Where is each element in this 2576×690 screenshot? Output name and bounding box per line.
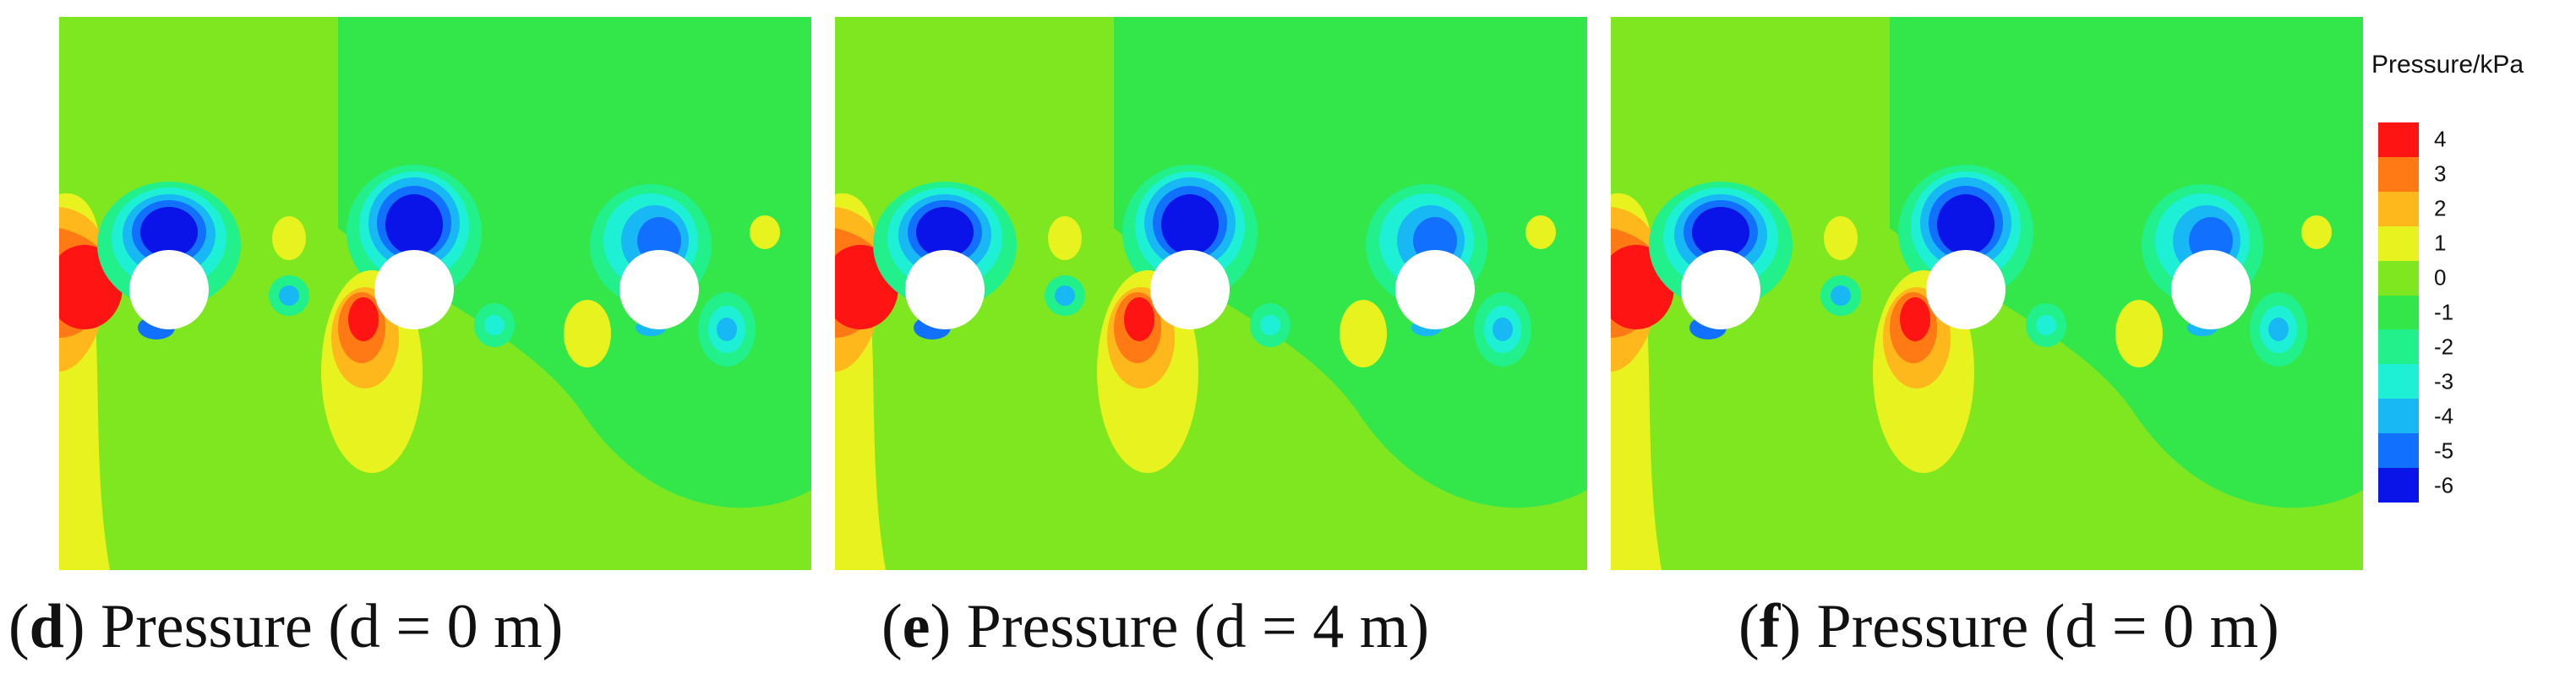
spot-c	[510, 216, 547, 260]
cylinder-1	[1681, 250, 1760, 329]
colorbar-segment	[2378, 295, 2419, 330]
cylinder-1	[905, 250, 985, 329]
colorbar-tick-label: 4	[2434, 126, 2447, 152]
spot-a	[272, 216, 306, 260]
spot-a	[1048, 216, 1082, 260]
spot-g	[750, 215, 780, 249]
colorbar-segment	[2378, 122, 2419, 157]
caption-d: (d) Pressure (d = 0 m)	[8, 592, 564, 661]
spot-c	[1285, 216, 1323, 260]
colorbar-tick-label: -1	[2434, 299, 2454, 325]
colorbar-segment	[2378, 399, 2419, 434]
spot-e	[2115, 300, 2163, 367]
spot-d2	[484, 315, 505, 335]
caption-letter: d	[29, 592, 64, 661]
spot-d2	[1260, 315, 1280, 335]
wake-region	[1890, 17, 2363, 508]
suction-1-max	[916, 207, 974, 258]
cylinder-3	[2171, 250, 2251, 329]
caption-letter: e	[902, 592, 931, 661]
contour-plot-d	[59, 17, 811, 570]
suction-1-max	[1692, 207, 1749, 258]
high-2-max	[348, 297, 379, 341]
cylinder-2	[1150, 250, 1230, 329]
colorbar-segment	[2378, 225, 2419, 261]
colorbar-tick-label: 2	[2434, 195, 2447, 221]
colorbar-segment	[2378, 468, 2419, 503]
cylinder-3	[619, 250, 699, 329]
caption-f: (f) Pressure (d = 0 m)	[1738, 592, 2279, 661]
suction-2-max	[1937, 194, 1995, 255]
cylinder-2	[374, 250, 454, 329]
caption-text: Pressure (d = 0 m)	[85, 592, 564, 661]
colorbar-segment	[2378, 433, 2419, 469]
spot-f3	[1493, 318, 1513, 341]
cylinder-2	[1926, 250, 2006, 329]
colorbar-tick-label: -6	[2434, 472, 2454, 498]
colorbar-tick-label: -5	[2434, 437, 2454, 464]
cylinder-1	[129, 250, 209, 329]
spot-b2	[1055, 285, 1075, 306]
colorbar-tick-label: 3	[2434, 160, 2447, 187]
spot-e	[1340, 300, 1387, 367]
colorbar-segment	[2378, 329, 2419, 365]
colorbar-tick-label: -3	[2434, 368, 2454, 394]
colorbar-segment	[2378, 260, 2419, 296]
colorbar-tick-label: -2	[2434, 334, 2454, 360]
suction-2-max	[1161, 194, 1219, 255]
colorbar-tick-label: 1	[2434, 230, 2447, 256]
spot-f3	[2268, 318, 2289, 341]
caption-text: Pressure (d = 4 m)	[951, 592, 1429, 661]
colorbar-title: Pressure/kPa	[2371, 51, 2524, 79]
high-2-max	[1900, 297, 1930, 341]
colorbar-segment	[2378, 156, 2419, 192]
caption-e: (e) Pressure (d = 4 m)	[881, 592, 1429, 661]
caption-text: Pressure (d = 0 m)	[1800, 592, 2279, 661]
spot-d2	[2036, 315, 2056, 335]
suction-1-max	[140, 207, 198, 258]
wake-region	[1114, 17, 1587, 508]
spot-g	[2301, 215, 2332, 249]
spot-e	[564, 300, 611, 367]
colorbar-segment	[2378, 191, 2419, 226]
spot-b2	[1831, 285, 1851, 306]
spot-b2	[279, 285, 299, 306]
colorbar-tick-label: 0	[2434, 264, 2447, 291]
colorbar-tick-label: -4	[2434, 403, 2454, 429]
spot-c	[2061, 216, 2098, 260]
contour-plot-e	[835, 17, 1587, 570]
cylinder-3	[1395, 250, 1475, 329]
colorbar	[2378, 122, 2419, 503]
high-2-max	[1124, 297, 1154, 341]
suction-2-max	[385, 194, 443, 255]
spot-g	[1525, 215, 1556, 249]
caption-letter: f	[1759, 592, 1781, 661]
wake-region	[338, 17, 811, 508]
spot-a	[1824, 216, 1858, 260]
colorbar-segment	[2378, 364, 2419, 399]
contour-plot-f	[1611, 17, 2363, 570]
spot-f3	[717, 318, 737, 341]
